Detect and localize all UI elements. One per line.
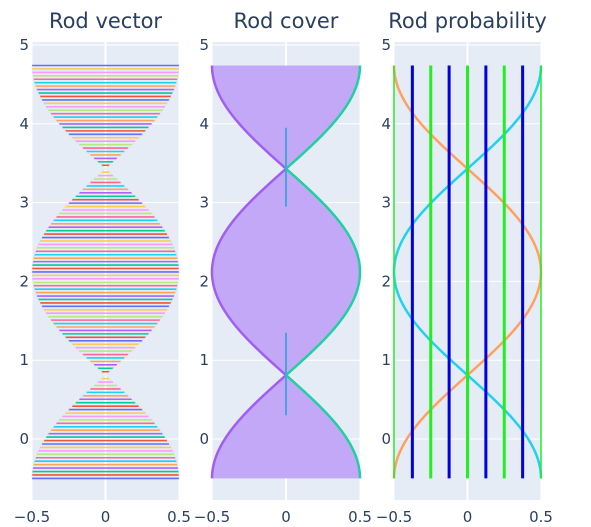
y-tick-label: 0	[199, 430, 209, 448]
envelope-right	[105, 65, 180, 479]
y-tick-label: 0	[381, 430, 391, 448]
y-tick-label: 4	[199, 115, 209, 133]
y-tick-label: 0	[19, 430, 29, 448]
y-tick-label: 1	[381, 351, 391, 369]
y-tick-label: 3	[199, 194, 209, 212]
cover-right-line	[284, 65, 362, 479]
y-tick-label: 1	[19, 351, 29, 369]
y-tick-label: 2	[19, 272, 29, 290]
cover-area	[212, 65, 360, 479]
y-tick-label: 5	[199, 36, 209, 54]
y-tick-label: 5	[381, 36, 391, 54]
y-tick-label: 3	[381, 194, 391, 212]
panel-2: Rod cover 0 1 2 3 4 5 −0.5 0 0.5	[194, 9, 372, 526]
y-tick-label: 2	[199, 272, 209, 290]
envelope-left	[31, 65, 106, 479]
x-tick-label: −0.5	[194, 508, 230, 526]
y-tick-label: 2	[381, 272, 391, 290]
x-tick-label: −0.5	[376, 508, 412, 526]
x-tick-label: 0	[281, 508, 291, 526]
x-tick-label: 0.5	[529, 508, 553, 526]
y-tick-label: 4	[381, 115, 391, 133]
x-tick-label: 0	[463, 508, 473, 526]
y-tick-label: 1	[199, 351, 209, 369]
panel-3: Rod probability 0 1 2 3 4 5 −0.5 0 0.5	[376, 9, 553, 526]
panel-1: Rod vector 0 1 2 3 4 5 −0.5 0 0.5	[14, 9, 191, 526]
panel-title: Rod probability	[388, 9, 547, 33]
x-tick-label: 0.5	[167, 508, 191, 526]
cover-left-line	[210, 65, 288, 479]
y-tick-label: 3	[19, 194, 29, 212]
y-tick-label: 4	[19, 115, 29, 133]
panel-title: Rod cover	[234, 9, 339, 33]
panel-title: Rod vector	[49, 9, 162, 33]
x-tick-label: 0	[101, 508, 111, 526]
x-tick-label: 0.5	[348, 508, 372, 526]
x-tick-label: −0.5	[14, 508, 50, 526]
y-tick-label: 5	[19, 36, 29, 54]
